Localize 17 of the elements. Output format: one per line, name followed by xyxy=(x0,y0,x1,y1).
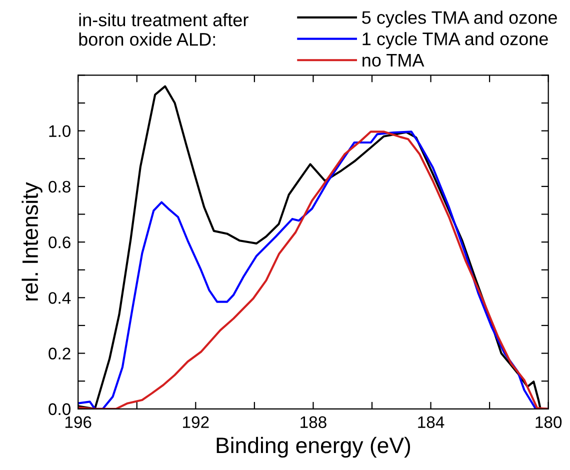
y-tick-label: 1.0 xyxy=(49,125,70,138)
x-tick-label: 184 xyxy=(418,416,444,428)
x-tick-label: 180 xyxy=(536,416,562,428)
x-axis-title: Binding energy (eV) xyxy=(216,436,410,458)
y-axis-title: rel. Intensity xyxy=(22,182,42,300)
legend-label: 1 cycle TMA and ozone xyxy=(362,32,548,49)
x-tick-label: 196 xyxy=(65,416,92,428)
y-tick-label: 0.0 xyxy=(48,403,70,416)
y-tick-label: 0.2 xyxy=(48,348,70,360)
y-tick-label: 0.8 xyxy=(48,180,70,193)
y-tick-label: 0.6 xyxy=(48,236,70,248)
x-tick-label: 192 xyxy=(183,416,209,428)
legend-label: 5 cycles TMA and ozone xyxy=(362,10,557,28)
legend-label: no TMA xyxy=(362,54,424,67)
text: in-situ treatment after boron oxide ALD: xyxy=(79,13,248,46)
y-tick-label: 0.4 xyxy=(48,292,71,304)
x-tick-label: 188 xyxy=(300,416,326,428)
